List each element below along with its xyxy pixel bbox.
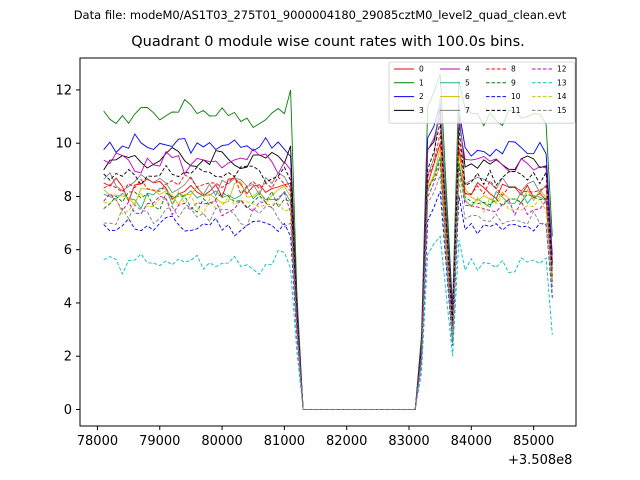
x-tick-label: 84000	[451, 434, 492, 449]
series-line-6	[103, 148, 553, 410]
legend-label-15: 15	[557, 106, 567, 115]
legend-box	[388, 61, 576, 124]
y-tick-label: 4	[64, 296, 72, 311]
legend-label-6: 6	[465, 92, 470, 101]
ticks-layer: 78000 79000 80000 81000 82000 83000 84000 85000…	[55, 83, 554, 449]
series-line-8	[103, 132, 553, 410]
chart-title: Quadrant 0 module wise count rates with …	[131, 34, 525, 50]
series-line-0	[103, 143, 553, 410]
legend-label-2: 2	[419, 92, 424, 101]
x-tick-label: 82000	[326, 434, 367, 449]
series-line-13	[103, 235, 553, 410]
series-layer	[103, 73, 553, 410]
y-tick-label: 6	[64, 243, 72, 258]
x-tick-label: 78000	[77, 434, 118, 449]
legend-label-14: 14	[557, 92, 567, 101]
axes-frame	[79, 57, 577, 427]
legend-label-0: 0	[419, 65, 424, 74]
legend-label-4: 4	[465, 65, 470, 74]
y-tick-label: 10	[55, 137, 72, 152]
suptitle: Data file: modeM0/AS1T03_275T01_90000041…	[73, 8, 567, 22]
legend-label-5: 5	[465, 78, 470, 87]
legend-label-11: 11	[511, 106, 521, 115]
legend-label-12: 12	[557, 65, 567, 74]
series-line-1	[103, 73, 553, 410]
series-line-7	[103, 97, 553, 410]
series-line-15	[103, 175, 553, 410]
y-tick-label: 8	[64, 190, 72, 205]
y-tick-label: 0	[64, 403, 72, 418]
x-tick-label: 85000	[513, 434, 554, 449]
y-tick-label: 12	[55, 83, 72, 98]
legend-label-8: 8	[511, 65, 516, 74]
legend-label-1: 1	[419, 78, 424, 87]
x-tick-label: 81000	[264, 434, 305, 449]
x-offset-label: +3.508e8	[508, 453, 573, 468]
series-line-14	[103, 168, 553, 410]
legend-label-9: 9	[511, 78, 516, 87]
x-tick-label: 80000	[201, 434, 242, 449]
legend-label-3: 3	[419, 106, 424, 115]
y-tick-label: 2	[64, 350, 72, 365]
legend-label-13: 13	[557, 78, 567, 87]
series-line-3	[103, 108, 553, 410]
legend-label-10: 10	[511, 92, 521, 101]
legend-label-7: 7	[465, 106, 470, 115]
series-line-11	[103, 121, 553, 410]
x-tick-label: 83000	[388, 434, 429, 449]
x-tick-label: 79000	[139, 434, 180, 449]
series-line-10	[103, 190, 553, 410]
